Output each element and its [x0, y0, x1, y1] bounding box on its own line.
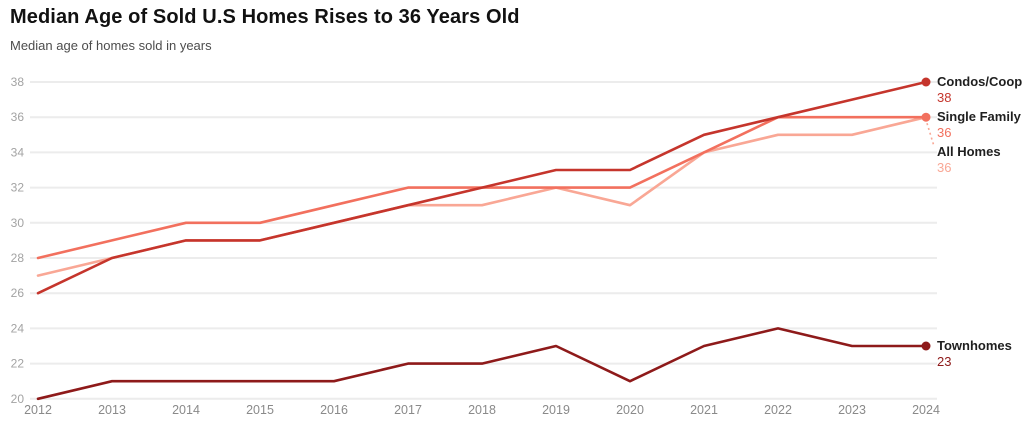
series-line-condos-coop [36, 80, 928, 295]
y-axis-tick-label: 28 [11, 251, 25, 265]
x-axis-tick-label: 2020 [616, 403, 644, 417]
x-axis-tick-label: 2023 [838, 403, 866, 417]
series-end-label-townhomes: Townhomes [937, 338, 1012, 353]
series-endpoint-dot-condos-coop [921, 77, 931, 87]
x-axis-tick-label: 2022 [764, 403, 792, 417]
label-leader-line [926, 122, 935, 147]
x-axis-tick-label: 2016 [320, 403, 348, 417]
y-axis-tick-label: 24 [11, 321, 25, 335]
series-line-townhomes [36, 327, 928, 401]
series-end-value-condos-coop: 38 [937, 90, 951, 105]
x-axis-tick-label: 2013 [98, 403, 126, 417]
x-axis-tick-label: 2019 [542, 403, 570, 417]
x-axis-tick-label: 2015 [246, 403, 274, 417]
series-endpoint-dot-single-family [921, 112, 931, 122]
chart-title: Median Age of Sold U.S Homes Rises to 36… [10, 6, 520, 28]
y-axis-tick-label: 34 [11, 145, 25, 159]
series-end-value-all-homes: 36 [937, 160, 951, 175]
y-axis-tick-label: 22 [11, 357, 25, 371]
x-axis-tick-label: 2021 [690, 403, 718, 417]
y-axis-tick-label: 36 [11, 110, 25, 124]
y-axis-tick-label: 38 [11, 75, 25, 89]
series-endpoint-dot-townhomes [921, 341, 931, 351]
x-axis-tick-label: 2014 [172, 403, 200, 417]
series-end-label-single-family: Single Family [937, 109, 1022, 124]
x-axis-tick-label: 2017 [394, 403, 422, 417]
series-end-label-all-homes: All Homes [937, 144, 1001, 159]
chart-header: Median Age of Sold U.S Homes Rises to 36… [10, 6, 520, 53]
x-axis-tick-label: 2012 [24, 403, 52, 417]
series-end-value-townhomes: 23 [937, 354, 951, 369]
y-axis-tick-label: 32 [11, 181, 25, 195]
x-axis-tick-label: 2024 [912, 403, 940, 417]
series-line-all-homes [36, 115, 928, 277]
y-axis-tick-label: 30 [11, 216, 25, 230]
x-axis-tick-label: 2018 [468, 403, 496, 417]
y-axis-tick-label: 20 [11, 392, 25, 406]
y-axis-tick-label: 26 [11, 286, 25, 300]
chart-subtitle: Median age of homes sold in years [10, 38, 212, 53]
series-end-label-condos-coop: Condos/Coop [937, 74, 1022, 89]
series-end-value-single-family: 36 [937, 125, 951, 140]
